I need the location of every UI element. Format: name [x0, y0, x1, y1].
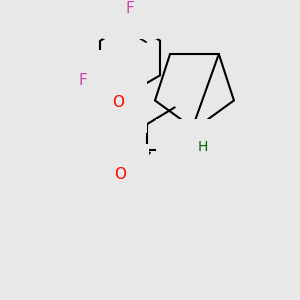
- Text: N: N: [179, 142, 190, 157]
- Text: O: O: [114, 167, 126, 182]
- Text: F: F: [126, 1, 135, 16]
- Text: O: O: [112, 95, 124, 110]
- Text: H: H: [197, 140, 208, 154]
- Text: F: F: [78, 73, 87, 88]
